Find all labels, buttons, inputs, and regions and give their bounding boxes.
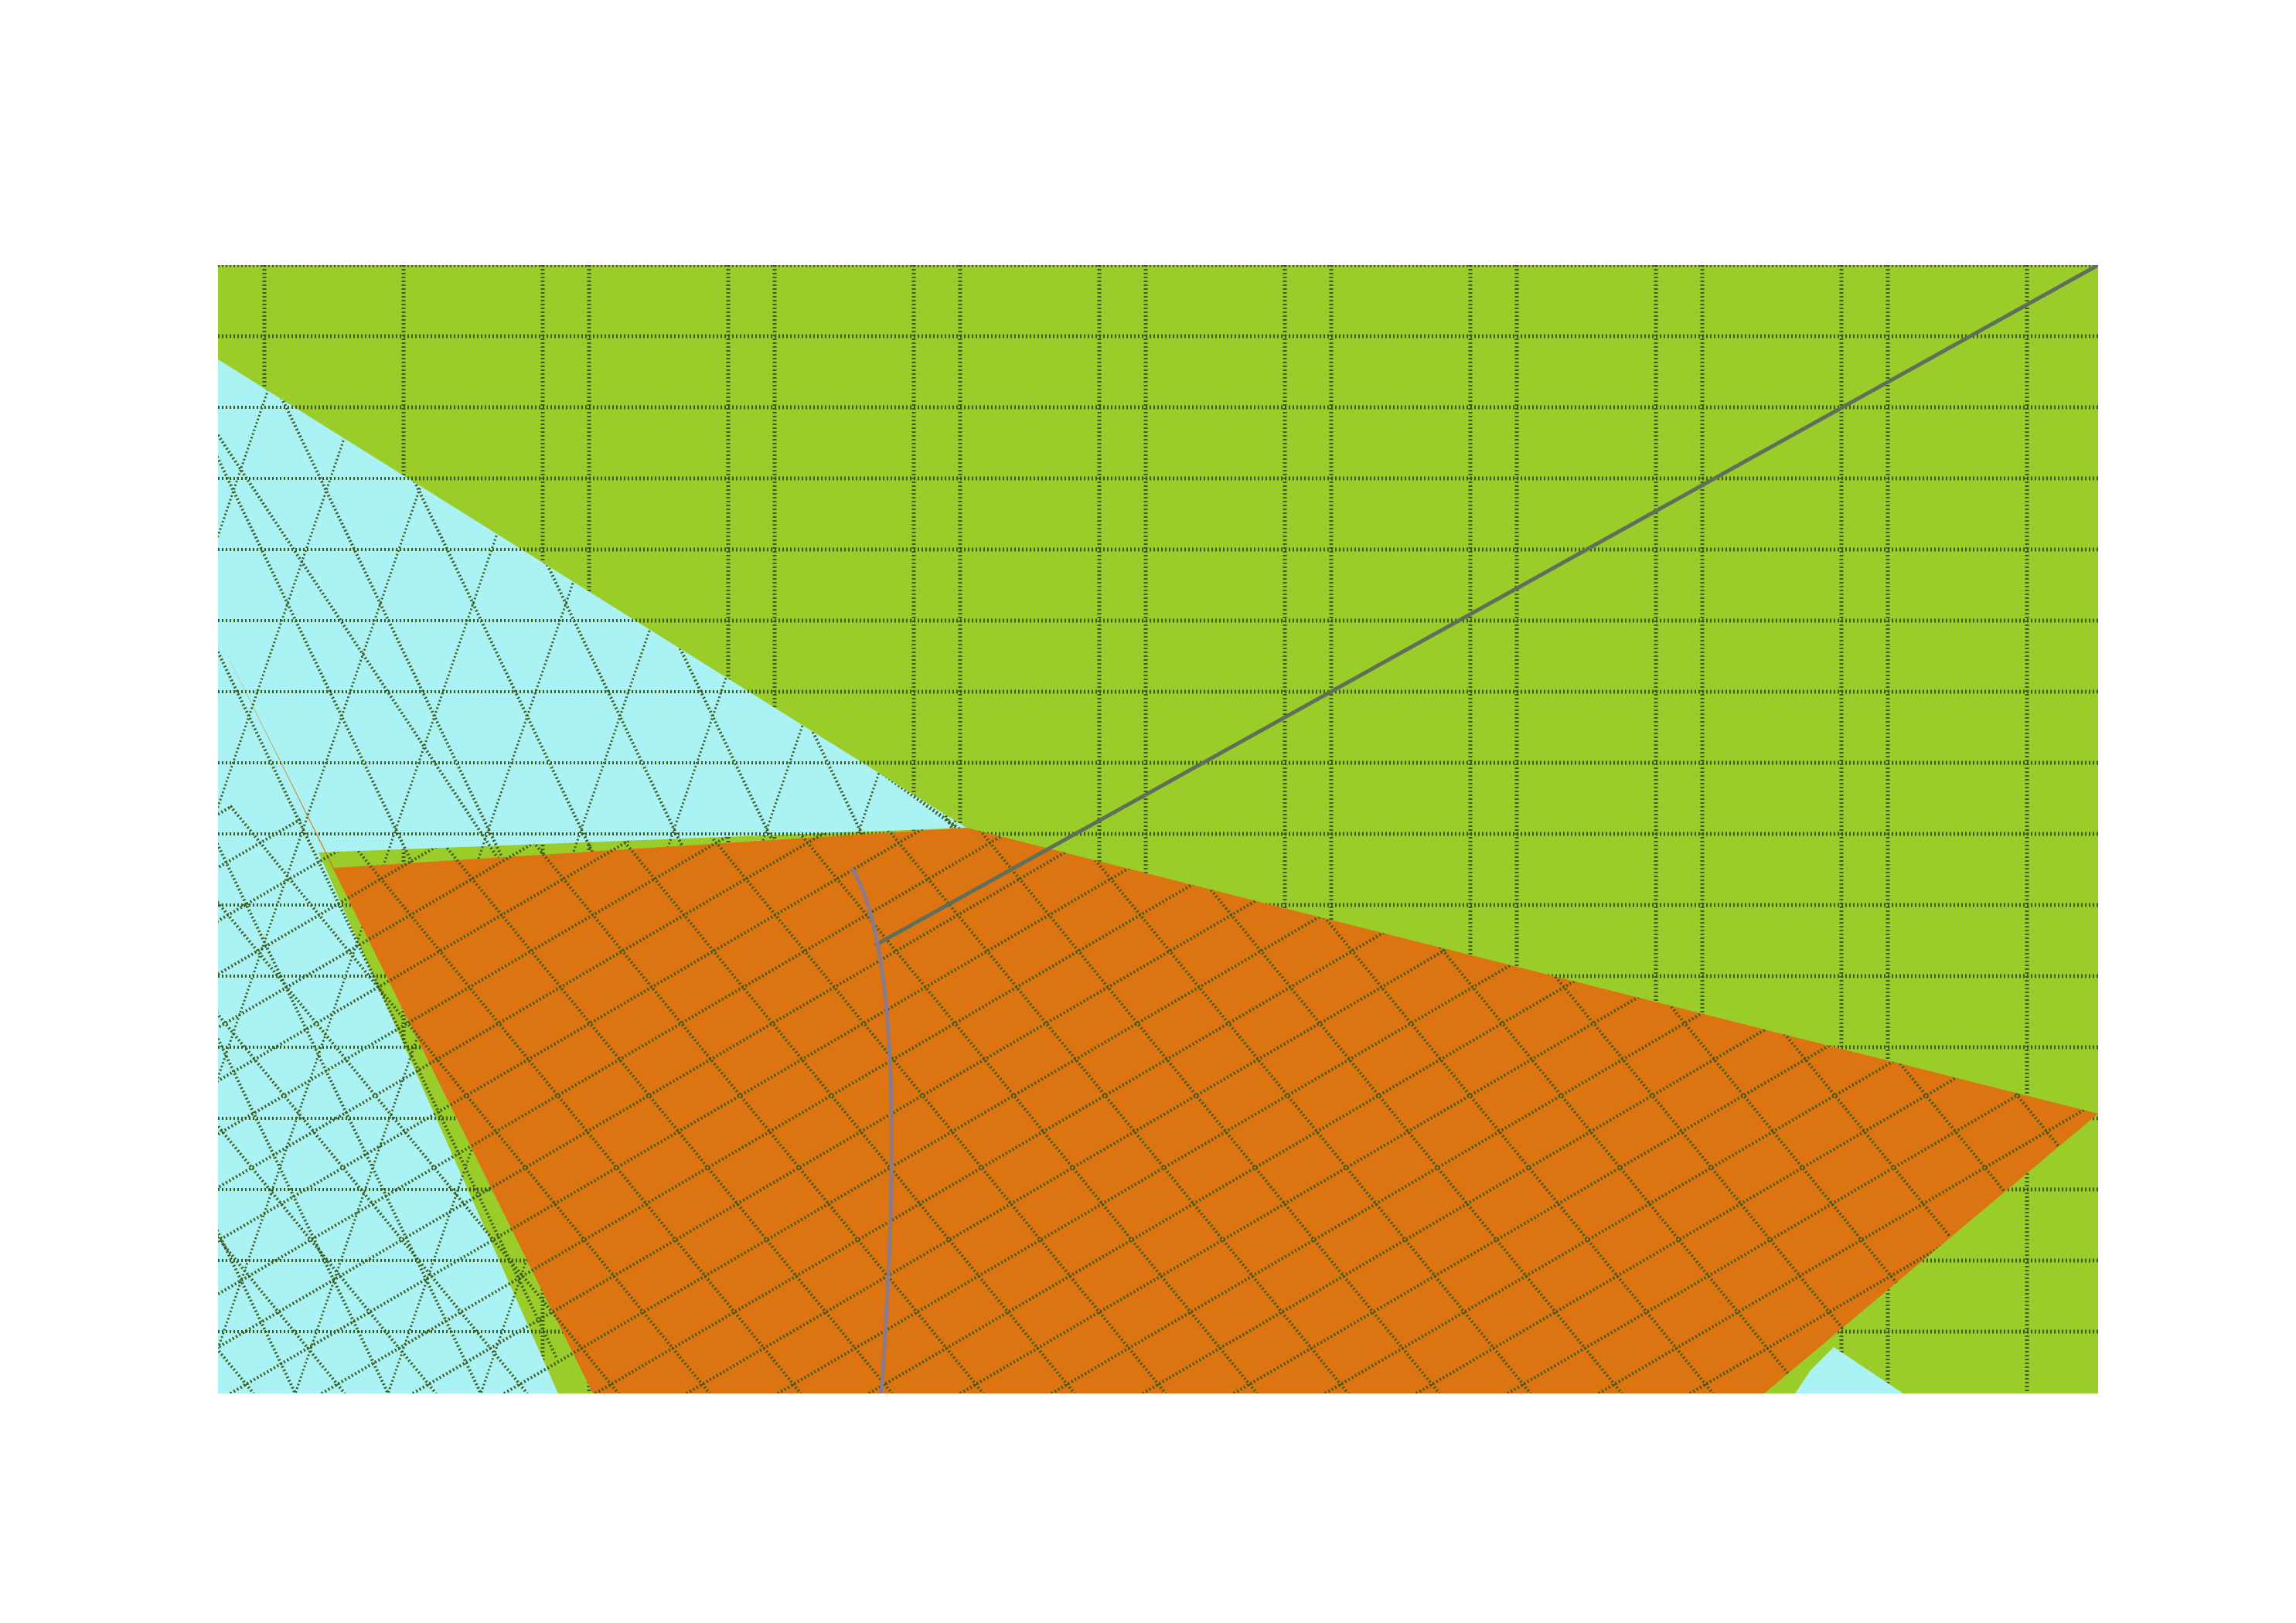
- orange-quadrilateral: [218, 636, 2098, 1393]
- mesh-line: [1415, 805, 1897, 1393]
- curved-line: [850, 866, 894, 1393]
- mesh-line: [1597, 805, 2098, 1393]
- mesh-line: [320, 805, 1328, 1393]
- mesh-line: [1232, 805, 2098, 1393]
- mesh-line: [218, 805, 1146, 1393]
- mesh-line: [218, 359, 498, 1393]
- mesh-line: [1323, 805, 1806, 1393]
- mesh-line: [218, 805, 529, 1393]
- mesh-line: [1141, 805, 2098, 1393]
- mesh-line: [959, 805, 1967, 1393]
- mesh-line: [218, 359, 591, 1393]
- tessellation-figure: [218, 265, 2098, 1393]
- mesh-line: [1780, 805, 2098, 1393]
- mesh-line: [502, 805, 985, 1393]
- mesh-line: [229, 805, 1237, 1393]
- mesh-line: [685, 805, 1693, 1393]
- mesh-line: [685, 805, 1167, 1393]
- mesh-line: [1050, 805, 1532, 1393]
- mesh-line: [776, 805, 1259, 1393]
- mesh-line: [1597, 805, 2080, 1393]
- mesh-line: [1688, 805, 2098, 1393]
- mesh-line: [502, 805, 1511, 1393]
- mesh-line: [776, 805, 1784, 1393]
- mesh-line: [387, 359, 776, 1393]
- mesh-line: [867, 805, 1875, 1393]
- mesh-line: [867, 805, 1350, 1393]
- mesh-line: [294, 359, 683, 1393]
- mesh-line: [320, 805, 802, 1393]
- mesh-line: [411, 805, 1419, 1393]
- light-blue-wedge: [218, 359, 966, 1393]
- mesh-line: [594, 805, 1602, 1393]
- mesh-line: [1141, 805, 1623, 1393]
- mesh-line: [1050, 805, 2058, 1393]
- mesh-line: [218, 805, 620, 1393]
- mesh-line: [1323, 805, 2098, 1393]
- mesh-line: [1506, 805, 1988, 1393]
- mesh-line: [594, 805, 1076, 1393]
- mesh-line: [1415, 805, 2098, 1393]
- light-blue-corner: [1795, 1347, 1903, 1393]
- mesh-line: [229, 805, 711, 1393]
- long-diagonal-line: [874, 265, 2098, 948]
- mesh-line: [1506, 805, 2098, 1393]
- mesh-line: [1688, 805, 2098, 1393]
- mesh-line: [1232, 805, 1715, 1393]
- mesh-line: [959, 805, 1441, 1393]
- mesh-line: [411, 805, 894, 1393]
- figure-frame: [218, 265, 2098, 1393]
